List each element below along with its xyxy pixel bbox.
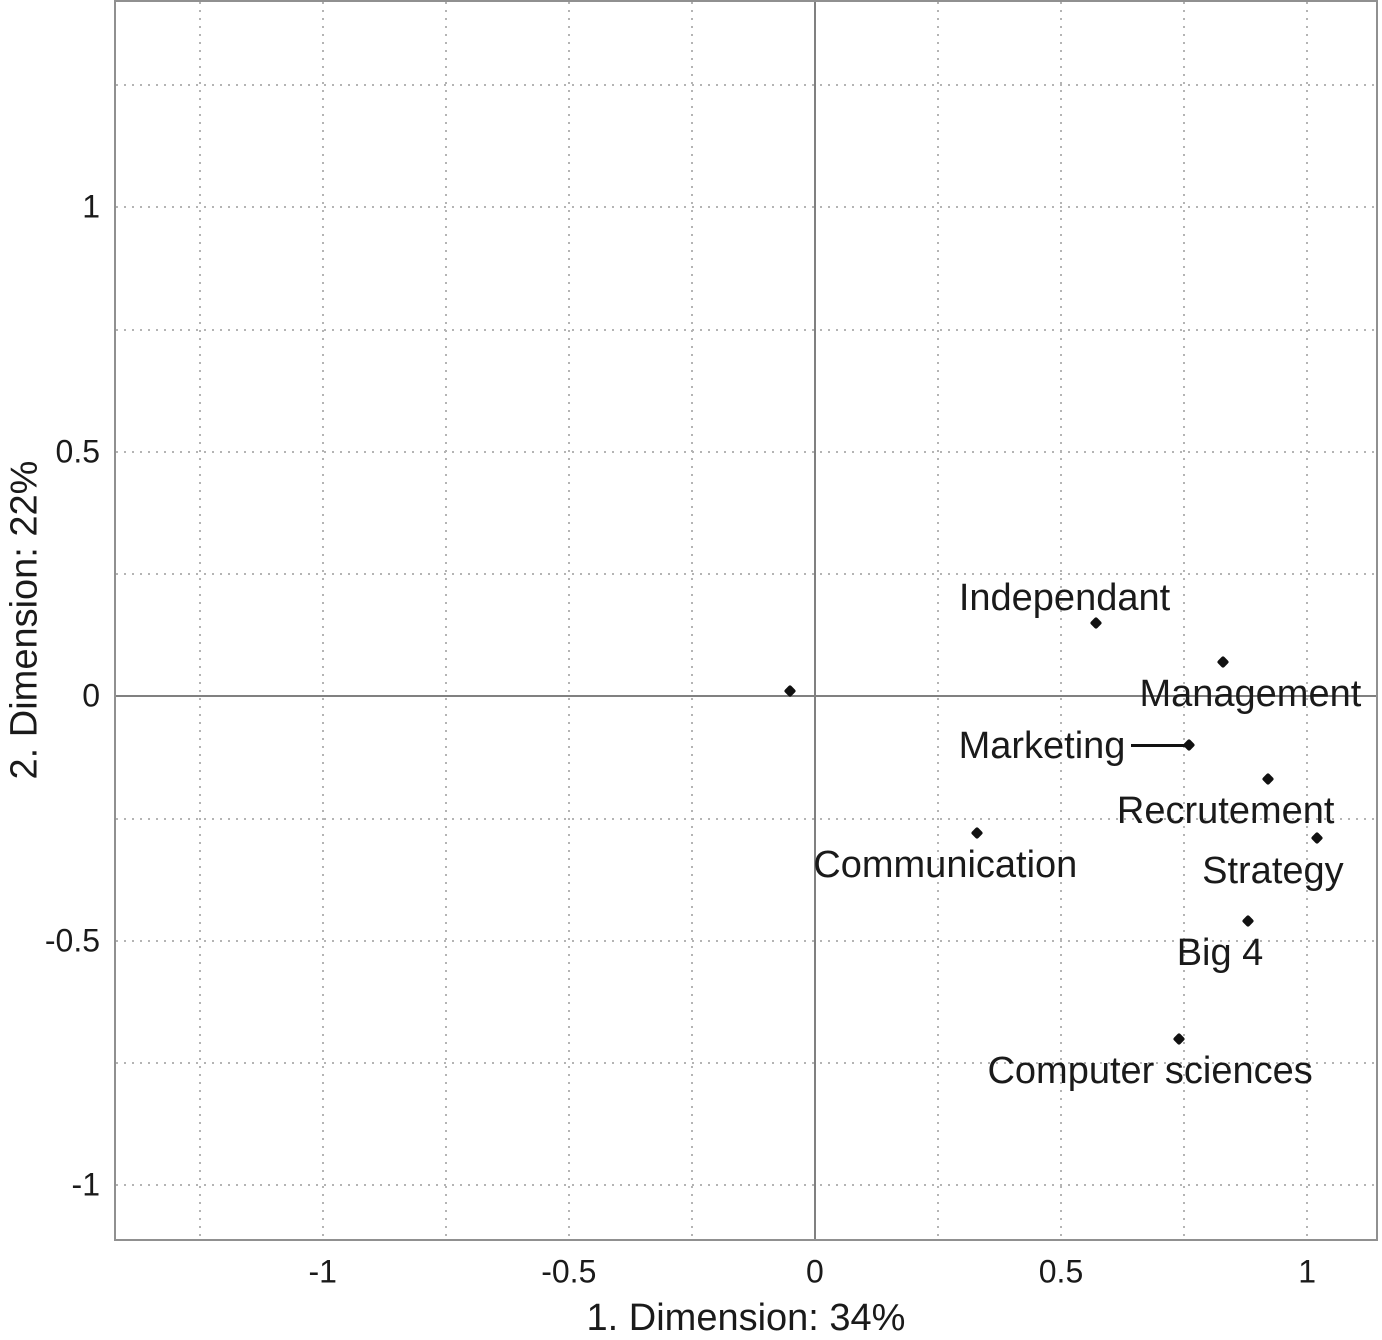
y-tick-label: 0.5 xyxy=(55,433,100,470)
grid-line-vertical xyxy=(198,2,201,1239)
y-axis-title: 2. Dimension: 22% xyxy=(3,460,46,780)
y-tick-label: 1 xyxy=(82,188,100,225)
point-label: Management xyxy=(1139,673,1362,716)
x-axis-title: 1. Dimension: 34% xyxy=(586,1297,906,1339)
plot-area: Independant Management Marketing Recrutemen… xyxy=(45,0,1378,1290)
grid-line-vertical xyxy=(1306,2,1309,1239)
zero-axis-vertical xyxy=(813,2,816,1239)
point-label: Recrutement xyxy=(1116,790,1335,833)
data-point xyxy=(1241,914,1255,928)
label-connector xyxy=(1131,743,1187,747)
data-point xyxy=(1261,773,1275,786)
y-tick-label: 0 xyxy=(82,677,100,714)
x-tick-label: -1 xyxy=(308,1253,337,1290)
point-label: Independant xyxy=(958,576,1171,619)
grid-line-horizontal xyxy=(116,84,1376,87)
grid-line-vertical xyxy=(321,2,324,1239)
point-label: Strategy xyxy=(1202,850,1344,893)
grid-line-vertical xyxy=(444,2,447,1239)
grid-line-vertical xyxy=(567,2,570,1239)
x-tick-label: -0.5 xyxy=(541,1253,597,1290)
data-point xyxy=(1217,655,1230,669)
x-tick-label: 0.5 xyxy=(1038,1253,1084,1290)
grid-line-horizontal xyxy=(116,573,1376,576)
point-label: Computer sciences xyxy=(987,1049,1313,1092)
data-point xyxy=(1310,831,1324,845)
grid-line-vertical xyxy=(937,2,939,1239)
zero-axis-horizontal xyxy=(116,695,1376,698)
grid-line-vertical xyxy=(1060,2,1062,1239)
grid-line-horizontal xyxy=(116,328,1376,331)
grid-line-vertical xyxy=(1183,2,1185,1239)
point-label: Big 4 xyxy=(1176,932,1264,975)
data-point xyxy=(970,826,984,840)
grid-line-horizontal xyxy=(116,1062,1376,1064)
grid-line-horizontal xyxy=(116,939,1376,942)
x-tick-label: 0 xyxy=(805,1253,824,1290)
point-label: Marketing xyxy=(958,725,1126,768)
y-tick-label: -0.5 xyxy=(44,922,100,959)
x-tick-label: 1 xyxy=(1298,1253,1316,1290)
grid-line-horizontal xyxy=(116,450,1376,453)
grid-line-horizontal xyxy=(116,206,1376,209)
point-label: Communication xyxy=(813,844,1078,887)
grid-line-horizontal xyxy=(116,817,1376,820)
grid-line-horizontal xyxy=(116,1184,1376,1187)
grid-line-vertical xyxy=(690,2,693,1239)
y-tick-label: -1 xyxy=(71,1166,100,1203)
